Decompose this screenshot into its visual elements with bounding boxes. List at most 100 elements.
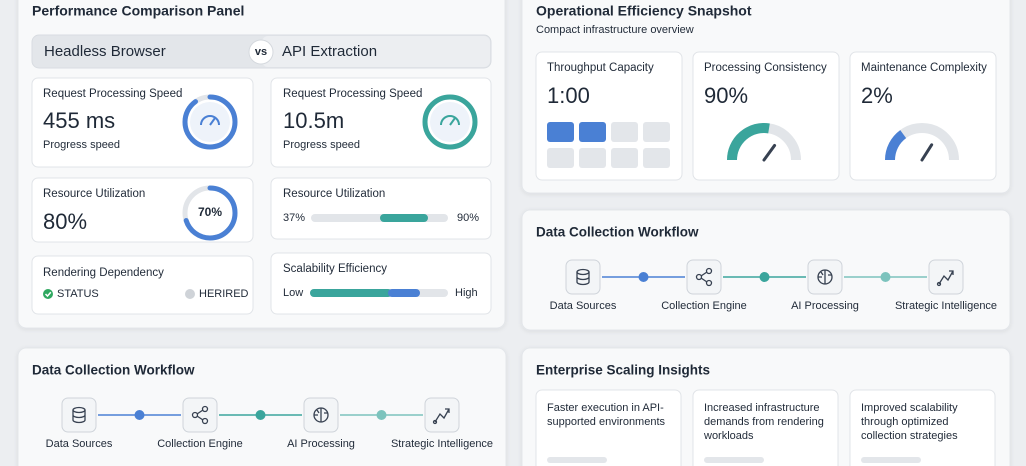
card-label: Resource Utilization (43, 188, 145, 200)
branch-icon (434, 408, 450, 423)
panel-title: Enterprise Scaling Insights (536, 363, 710, 378)
panel-title: Operational Efficiency Snapshot (536, 3, 752, 19)
step-label: Collection Engine (661, 300, 747, 312)
step-label: AI Processing (791, 300, 859, 312)
connector-dot (880, 272, 891, 282)
metric-value: 80% (43, 209, 87, 234)
gauge-icon (440, 115, 460, 126)
insight-text: workloads (703, 430, 754, 442)
insight-text: Faster execution in API- (547, 402, 664, 414)
capacity-cell (611, 122, 638, 142)
card (270, 177, 492, 240)
metric-value: 1:00 (547, 83, 590, 108)
status-check (44, 291, 52, 298)
placeholder-bar (547, 457, 607, 463)
share-icon (201, 417, 209, 425)
status-label: STATUS (57, 288, 99, 300)
card (692, 389, 839, 466)
share-icon (705, 267, 713, 275)
brain-icon (818, 270, 832, 284)
insight-text: Increased infrastructure (704, 402, 820, 414)
step-label: AI Processing (287, 438, 355, 450)
ring-fill (182, 94, 238, 150)
card-label: Resource Utilization (283, 188, 385, 200)
step-icon-box (565, 259, 601, 295)
card (535, 389, 682, 466)
range-high: High (455, 287, 478, 299)
step-icon-box (424, 397, 460, 433)
share-icon (700, 271, 708, 283)
card-label: Request Processing Speed (43, 88, 182, 100)
share-icon (196, 409, 204, 421)
card-label: Maintenance Complexity (861, 62, 987, 74)
step-icon-box (182, 397, 218, 433)
step-label: Data Sources (550, 300, 617, 312)
gauge-needle (762, 143, 777, 162)
share-icon (695, 273, 703, 281)
insight-text: collection strategies (861, 430, 958, 442)
range-high: 90% (457, 212, 479, 224)
gauge-fill (727, 123, 770, 161)
other-label: HERIRED (199, 288, 249, 300)
range-low: Low (283, 287, 303, 299)
capacity-cell (579, 122, 606, 142)
gauge-needle (449, 117, 456, 126)
other-dot (185, 289, 195, 299)
vs-label: vs (255, 46, 267, 58)
panel-title: Performance Comparison Panel (32, 3, 244, 19)
db-icon (72, 410, 86, 424)
ring-fill (182, 185, 238, 241)
share-icon (705, 279, 713, 287)
card (849, 389, 996, 466)
range-low: 37% (283, 212, 305, 224)
share-icon (191, 411, 199, 419)
metric-value: 10.5m (283, 108, 344, 133)
tab-right-bg (262, 36, 490, 67)
metric-value: 90% (704, 83, 748, 108)
insight-text: supported environments (547, 416, 666, 428)
card (270, 252, 492, 315)
bar-fill-secondary (388, 289, 420, 297)
card-caption: Progress speed (283, 139, 360, 151)
step-label: Strategic Intelligence (895, 300, 997, 312)
insight-text: through optimized (861, 416, 948, 428)
connector-dot (255, 410, 266, 420)
connector-dot (376, 410, 387, 420)
card (31, 255, 254, 315)
card (849, 51, 997, 181)
branch-icon (938, 270, 954, 285)
gauge-icon (200, 115, 220, 126)
capacity-cell (579, 148, 606, 168)
bar-fill (310, 289, 392, 297)
panel (17, 347, 507, 466)
vs-badge (248, 39, 274, 65)
card-label: Request Processing Speed (283, 88, 422, 100)
branch-icon (936, 281, 942, 287)
step-icon-box (686, 259, 722, 295)
panel (521, 209, 1011, 331)
capacity-cell (547, 148, 574, 168)
insight-text: Improved scalability (861, 402, 958, 414)
card-label: Throughput Capacity (547, 62, 654, 74)
capacity-cell (547, 122, 574, 142)
ring-inner (190, 102, 230, 142)
card-label: Rendering Dependency (43, 267, 164, 279)
ring-inner (430, 102, 470, 142)
gauge-needle (209, 117, 216, 126)
placeholder-bar (704, 457, 764, 463)
panel-title: Data Collection Workflow (536, 225, 699, 240)
tab-headless[interactable]: Headless Browser (44, 43, 166, 60)
step-icon-box (928, 259, 964, 295)
card (535, 51, 683, 181)
metric-value: 455 ms (43, 108, 115, 133)
tab-api[interactable]: API Extraction (282, 43, 377, 60)
metric-value: 2% (861, 83, 893, 108)
status-dot (43, 289, 53, 299)
card-label: Scalability Efficiency (283, 263, 387, 275)
capacity-cell (611, 148, 638, 168)
ring-label: 70% (198, 205, 222, 219)
connector-dot (134, 410, 145, 420)
